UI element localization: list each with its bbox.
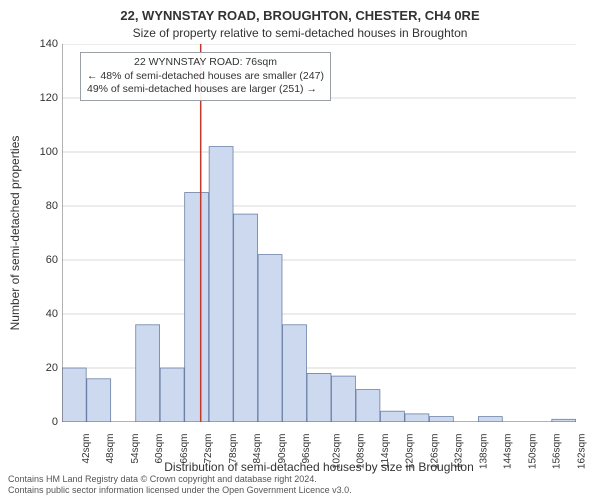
- xtick-label: 90sqm: [277, 434, 288, 464]
- xtick-label: 126sqm: [429, 434, 440, 470]
- figure: 22, WYNNSTAY ROAD, BROUGHTON, CHESTER, C…: [0, 0, 600, 500]
- xtick-label: 66sqm: [179, 434, 190, 464]
- chart-title-main: 22, WYNNSTAY ROAD, BROUGHTON, CHESTER, C…: [0, 8, 600, 23]
- xtick-label: 84sqm: [252, 434, 263, 464]
- xtick-label: 96sqm: [301, 434, 312, 464]
- attribution-line-2: Contains public sector information licen…: [8, 485, 592, 496]
- ytick-label: 60: [28, 254, 58, 266]
- xtick-label: 114sqm: [380, 434, 391, 469]
- xtick-label: 72sqm: [203, 434, 214, 464]
- xtick-label: 138sqm: [478, 434, 489, 470]
- ytick-label: 120: [28, 92, 58, 104]
- annotation-box: 22 WYNNSTAY ROAD: 76sqm ← 48% of semi-de…: [80, 52, 331, 101]
- xtick-label: 156sqm: [552, 434, 563, 470]
- chart-title-sub: Size of property relative to semi-detach…: [0, 26, 600, 40]
- ytick-label: 0: [28, 416, 58, 428]
- attribution: Contains HM Land Registry data © Crown c…: [8, 474, 592, 497]
- xtick-label: 48sqm: [105, 434, 116, 464]
- xtick-label: 78sqm: [228, 434, 239, 464]
- xtick-label: 162sqm: [576, 434, 587, 470]
- xtick-label: 120sqm: [405, 434, 416, 470]
- attribution-line-1: Contains HM Land Registry data © Crown c…: [8, 474, 592, 485]
- ytick-label: 40: [28, 308, 58, 320]
- ytick-label: 140: [28, 38, 58, 50]
- ytick-label: 100: [28, 146, 58, 158]
- annotation-line-1: 22 WYNNSTAY ROAD: 76sqm: [87, 56, 324, 70]
- annotation-line-3: 49% of semi-detached houses are larger (…: [87, 83, 324, 97]
- ytick-label: 20: [28, 362, 58, 374]
- xtick-label: 150sqm: [527, 434, 538, 470]
- xtick-label: 54sqm: [130, 434, 141, 464]
- annotation-line-2: ← 48% of semi-detached houses are smalle…: [87, 70, 324, 84]
- xtick-label: 144sqm: [503, 434, 514, 470]
- xtick-label: 132sqm: [454, 434, 465, 470]
- y-axis-label: Number of semi-detached properties: [8, 44, 24, 422]
- xtick-label: 102sqm: [331, 434, 342, 470]
- xtick-label: 108sqm: [356, 434, 367, 470]
- xtick-label: 42sqm: [81, 434, 92, 464]
- ytick-label: 80: [28, 200, 58, 212]
- xtick-label: 60sqm: [154, 434, 165, 464]
